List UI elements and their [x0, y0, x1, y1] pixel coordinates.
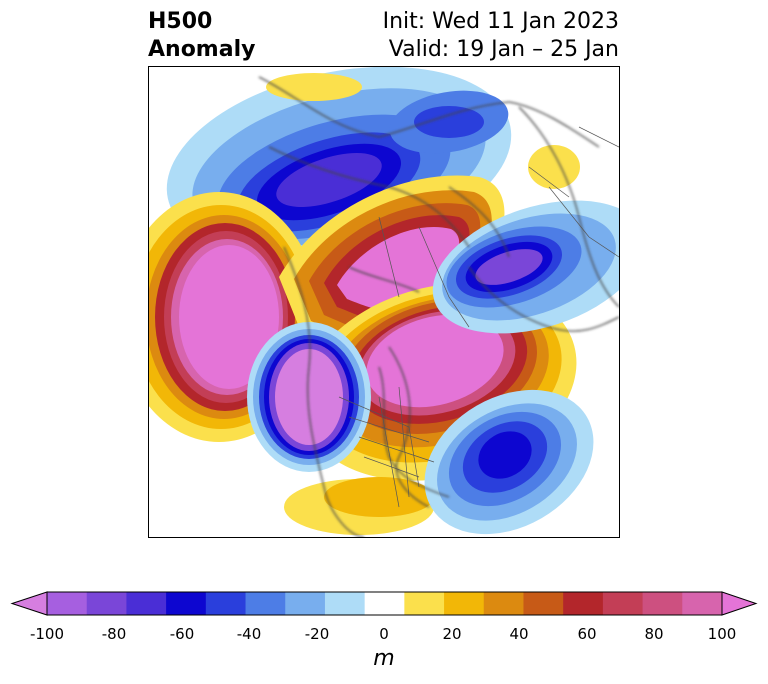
tick-label: -40 — [236, 625, 262, 643]
colorbar-cell — [404, 592, 445, 615]
colorbar-cell — [523, 592, 564, 615]
colorbar-cell — [444, 592, 485, 615]
tick-label: 0 — [379, 625, 389, 643]
colorbar-cell — [126, 592, 167, 615]
tick-label: 80 — [644, 625, 664, 643]
colorbar-cell — [324, 592, 366, 615]
negative-anomaly-west-coast — [247, 322, 371, 472]
colorbar-cell — [602, 592, 644, 615]
tick-label: -60 — [169, 625, 195, 643]
colorbar-outline — [46, 591, 723, 616]
colorbar-cell — [245, 592, 286, 615]
anomaly-label: Anomaly — [148, 37, 256, 62]
colorbar-extend-min — [10, 591, 48, 616]
init-date-label: Init: Wed 11 Jan 2023 — [382, 9, 619, 34]
colorbar — [10, 591, 758, 616]
colorbar-cell — [364, 592, 405, 615]
colorbar-cell — [86, 592, 127, 615]
political-borders — [338, 126, 619, 508]
variable-label: H500 — [148, 9, 213, 34]
colorbar-cell — [682, 592, 723, 615]
negative-anomaly-siberia — [432, 200, 619, 334]
colorbar-unit-label: m — [373, 646, 395, 671]
colorbar-cell — [205, 592, 247, 615]
tick-label: 20 — [442, 625, 462, 643]
negative-anomaly-atlantic — [424, 389, 594, 535]
tick-label: -80 — [101, 625, 127, 643]
map-title: H500 Anomaly — [148, 8, 255, 64]
coastlines — [258, 76, 619, 537]
positive-anomaly-small — [266, 73, 580, 189]
colorbar-cell — [166, 592, 207, 615]
colorbar-cell — [47, 592, 88, 615]
colorbar-cell — [642, 592, 683, 615]
valid-date-label: Valid: 19 Jan – 25 Jan — [388, 37, 619, 62]
date-info: Init: Wed 11 Jan 2023 Valid: 19 Jan – 25… — [383, 8, 619, 64]
colorbar-extend-max — [721, 591, 758, 616]
colorbar-cell — [563, 592, 604, 615]
tick-label: -20 — [304, 625, 330, 643]
tick-label: -100 — [29, 625, 65, 643]
anomaly-map — [149, 67, 619, 537]
tick-label: 60 — [577, 625, 597, 643]
colorbar-cell — [483, 592, 524, 615]
map-panel — [148, 66, 620, 538]
tick-label: 100 — [707, 625, 737, 643]
tick-label: 40 — [509, 625, 529, 643]
colorbar-cell — [285, 592, 326, 615]
